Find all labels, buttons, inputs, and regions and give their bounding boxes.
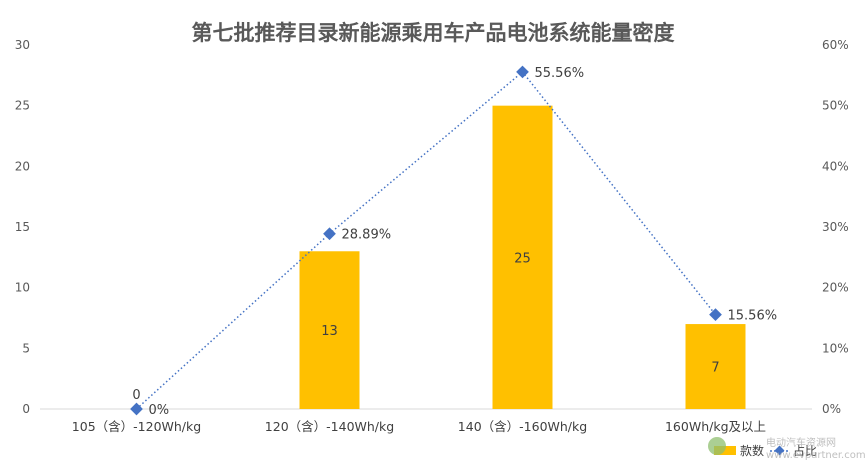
line-point-marker: [516, 65, 529, 79]
line-data-label: 15.56%: [728, 309, 778, 324]
watermark-subtext: www.evpartner.com: [766, 450, 866, 461]
left-axis-tick-label: 15: [15, 220, 30, 234]
legend-label-line: 占比: [793, 443, 817, 458]
left-axis-tick-label: 25: [15, 99, 30, 113]
line-series-path: [135, 70, 717, 410]
right-axis-tick-label: 50%: [822, 99, 849, 113]
legend-swatch-bars: [714, 446, 736, 455]
line-data-label: 28.89%: [342, 228, 392, 243]
bar: [299, 251, 360, 409]
x-axis-categories: 105（含）-120Wh/kg 120（含）-140Wh/kg 140（含）-160…: [72, 419, 766, 434]
legend-marker-line: [774, 445, 785, 456]
watermark-text: 电动汽车资源网: [766, 436, 836, 449]
line-data-label: 55.56%: [535, 66, 585, 81]
bar-data-label: 13: [321, 324, 338, 339]
right-axis-tick-label: 0%: [822, 402, 841, 416]
left-axis-tick-label: 5: [22, 341, 30, 355]
legend: 款数 占比: [714, 443, 817, 458]
watermark-logo-icon: [708, 437, 726, 455]
chart-title: 第七批推荐目录新能源乘用车产品电池系统能量密度: [192, 21, 675, 45]
right-axis-tick-label: 20%: [822, 281, 849, 295]
right-axis-tick-label: 30%: [822, 220, 849, 234]
bar-data-label: 7: [711, 361, 719, 376]
x-axis-category-label: 160Wh/kg及以上: [665, 419, 766, 434]
left-y-axis: 0 5 10 15 20 25 30: [15, 38, 30, 416]
left-axis-tick-label: 30: [15, 38, 30, 52]
right-axis-tick-label: 40%: [822, 159, 849, 173]
bar-data-label: 25: [514, 251, 531, 266]
line-point-marker: [130, 402, 143, 416]
bar-data-label: 0: [132, 388, 140, 403]
bar-series: 0 13 25 7: [132, 105, 746, 410]
right-axis-tick-label: 60%: [822, 38, 849, 52]
x-axis-category-label: 105（含）-120Wh/kg: [72, 419, 201, 434]
line-point-marker: [323, 227, 336, 241]
left-axis-tick-label: 0: [22, 402, 30, 416]
bar: [685, 324, 746, 409]
right-y-axis: 0% 10% 20% 30% 40% 50% 60%: [822, 38, 849, 416]
left-axis-tick-label: 10: [15, 281, 30, 295]
line-series: 0% 28.89% 55.56% 15.56%: [130, 65, 778, 418]
x-axis-category-label: 140（含）-160Wh/kg: [458, 419, 587, 434]
left-axis-tick-label: 20: [15, 159, 30, 173]
right-axis-tick-label: 10%: [822, 341, 849, 355]
bar: [492, 105, 553, 410]
watermark: 电动汽车资源网 www.evpartner.com: [708, 436, 866, 461]
legend-label-bars: 款数: [740, 443, 764, 458]
line-data-label: 0%: [149, 403, 170, 418]
x-axis-category-label: 120（含）-140Wh/kg: [265, 419, 394, 434]
